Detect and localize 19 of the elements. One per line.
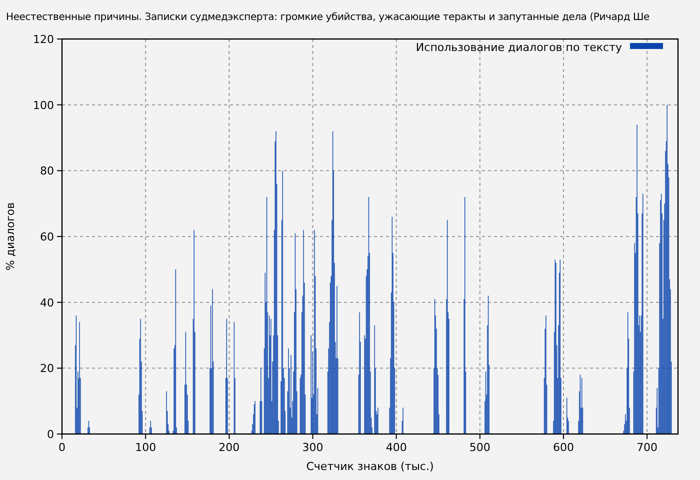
x-tick-label: 0 [58,441,66,454]
y-axis-title: % диалогов [4,202,17,271]
x-tick-label: 200 [218,441,240,454]
x-tick-label: 400 [386,441,407,454]
x-tick-label: 300 [302,441,324,454]
x-tick-label: 500 [469,441,490,454]
y-tick-label: 100 [33,98,54,112]
y-tick-label: 20 [40,362,54,376]
y-tick-label: 0 [47,428,54,441]
y-tick-label: 120 [33,33,54,46]
chart-title: Неестественные причины. Записки судмедэксперта: громкие убийства, ужасающие теракты и запутанные дела (Ричард Ше [6,12,650,23]
legend-label: Использование диалогов по тексту [416,41,622,54]
x-axis-title: Счетчик знаков (тыс.) [306,460,434,473]
x-tick-label: 600 [552,441,574,454]
y-tick-label: 80 [40,164,54,178]
x-tick-label: 100 [135,441,156,454]
x-tick-label: 700 [636,441,658,454]
y-tick-label: 40 [40,296,54,310]
y-tick-label: 60 [40,230,54,244]
